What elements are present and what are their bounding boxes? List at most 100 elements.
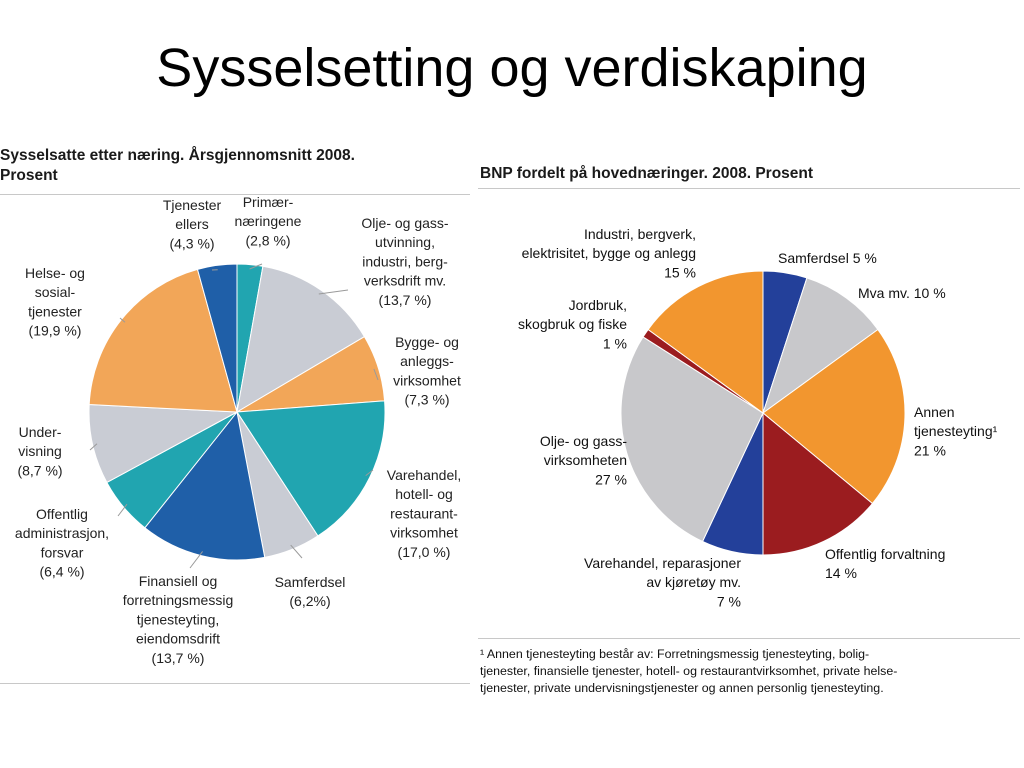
employment-chart-title-line-1: Sysselsatte etter næring. Årsgjennomsnit… <box>0 147 355 164</box>
pie-slices <box>620 270 906 556</box>
slice-label-line: tjenesteyting¹ <box>914 423 998 439</box>
pie-slice-olje-og-gassutvinning-industri-bergverksdrift-mv <box>236 265 366 413</box>
slice-label-line: (8,7 %) <box>17 462 62 478</box>
slice-label-line: av kjøretøy mv. <box>646 574 741 590</box>
slice-label-line: tjenester <box>28 303 82 319</box>
slice-label-line: tjenesteyting, <box>137 611 220 627</box>
pie-slice-mva-mv <box>762 277 879 415</box>
pie-slice-olje-og-gassvirksomheten <box>620 336 764 543</box>
slice-label-offentlig-administrasjon-forsvar: Offentlig administrasjon, forsvar (6,4 %) <box>15 506 109 580</box>
slice-label-line: virksomhet <box>393 372 461 388</box>
pie-slice-offentlig-forvaltning <box>762 411 874 556</box>
slice-label-line: Finansiell og <box>139 573 218 589</box>
leader-line-helse-og-sosialtjenester <box>119 317 126 323</box>
slice-label-line: 7 % <box>717 593 741 609</box>
gdp-chart-panel: BNP fordelt på hovednæringer. 2008. Pros… <box>476 152 1024 704</box>
slice-label-line: forretningsmessig <box>123 592 234 608</box>
slice-label-finansiell-og-forretningsmessig-tjenesteyting-eiendomsdrift: Finansiell og forretningsmessig tjenesteyt… <box>123 573 234 666</box>
pie-slice-annen-tjenesteyting <box>762 328 906 505</box>
slice-label-line: Varehandel, <box>387 467 461 483</box>
slice-label-line: Under- <box>19 424 62 440</box>
slice-label-undervisning: Under-visning (8,7 %) <box>17 424 62 478</box>
slice-label-line: næringene <box>235 213 302 229</box>
footnote-line-2: tjenester, finansielle tjenester, hotell… <box>480 664 898 678</box>
slice-label-olje-og-gassvirksomheten: Olje- og gass-virksomheten 27 % <box>540 433 627 487</box>
slice-label-bygge-og-anleggsvirksomhet: Bygge- og anleggs-virksomhet (7,3 %) <box>393 334 461 408</box>
leader-line-undervisning <box>89 443 98 451</box>
slice-label-line: 15 % <box>664 264 696 280</box>
slice-label-line: elektrisitet, bygge og anlegg <box>522 245 696 261</box>
slice-label-line: Varehandel, reparasjoner <box>584 555 741 571</box>
employment-chart-title: Sysselsatte etter næring. Årsgjennomsnit… <box>0 146 470 186</box>
slice-label-line: ellers <box>175 216 208 232</box>
slice-label-line: Jordbruk, <box>569 297 627 313</box>
pie-slice-industri-bergverk-elektrisitet-bygge-og-anlegg <box>647 270 764 414</box>
slice-label-line: Olje- og gass- <box>361 215 448 231</box>
slice-label-line: virksomheten <box>544 452 627 468</box>
slice-label-line: (4,3 %) <box>169 235 214 251</box>
slice-label-line: Olje- og gass- <box>540 433 627 449</box>
leader-line-offentlig-administrasjon-forsvar <box>117 503 128 517</box>
slice-label-line: Annen <box>914 404 954 420</box>
slice-label-line: Samferdsel 5 % <box>778 250 877 266</box>
slice-label-line: (13,7 %) <box>152 650 205 666</box>
leader-line-olje-og-gassutvinning-industri-bergverksdrift-mv <box>318 289 349 295</box>
gdp-chart-title: BNP fordelt på hovednæringer. 2008. Pros… <box>480 165 814 182</box>
slice-label-varehandel-reparasjoner-av-kj-ret-y-mv: Varehandel, reparasjoner av kjøretøy mv. 7… <box>584 555 741 609</box>
slice-label-mva-mv: Mva mv. 10 % <box>858 285 946 301</box>
footnote-rule <box>478 638 1020 639</box>
slice-label-line: (2,8 %) <box>245 232 290 248</box>
slice-label-line: (13,7 %) <box>379 292 432 308</box>
employment-chart-title-line-2: Prosent <box>0 167 58 184</box>
slice-label-line: virksomhet <box>390 525 458 541</box>
leader-line-finansiell-og-forretningsmessig-tjenesteyting-eiendomsdrift <box>189 551 203 569</box>
slice-label-samferdsel: Samferdsel (6,2%) <box>275 574 346 609</box>
slice-label-jordbruk-skogbruk-og-fiske: Jordbruk, skogbruk og fiske 1 % <box>518 297 627 351</box>
pie-slice-tjenester-ellers <box>196 263 238 413</box>
slice-label-offentlig-forvaltning: Offentlig forvaltning 14 % <box>825 546 945 581</box>
slice-label-line: Offentlig forvaltning <box>825 546 945 562</box>
slice-label-line: skogbruk og fiske <box>518 316 627 332</box>
slice-label-line: Tjenester <box>163 197 222 213</box>
footnote: ¹ Annen tjenesteyting består av: Forretn… <box>480 646 1020 697</box>
leader-line-bygge-og-anleggsvirksomhet <box>373 368 379 381</box>
slice-label-line: Offentlig <box>36 506 88 522</box>
slice-label-line: 14 % <box>825 565 857 581</box>
slice-label-line: (7,3 %) <box>404 392 449 408</box>
leader-line-varehandel-hotell-og-restaurantvirksomhet <box>365 469 374 476</box>
slice-label-line: Mva mv. 10 % <box>858 285 946 301</box>
slice-label-line: Industri, bergverk, <box>584 226 696 242</box>
title-rule <box>0 194 470 195</box>
slice-label-line: forsvar <box>41 544 84 560</box>
employment-chart-panel: Sysselsatte etter næring. Årsgjennomsnit… <box>0 140 474 685</box>
slice-label-line: Bygge- og <box>395 334 459 350</box>
leader-line-prim-rn-ringene <box>249 263 263 270</box>
slice-label-samferdsel: Samferdsel 5 % <box>778 250 877 266</box>
slice-label-line: (19,9 %) <box>29 323 82 339</box>
slice-label-line: sosial- <box>35 284 76 300</box>
slice-label-line: hotell- og <box>395 486 453 502</box>
slice-label-annen-tjenesteyting: Annen tjenesteyting¹ 21 % <box>914 404 998 458</box>
footnote-line-1: ¹ Annen tjenesteyting består av: Forretn… <box>480 647 870 661</box>
slice-label-olje-og-gassutvinning-industri-bergverksdrift-mv: Olje- og gass-utvinning, industri, berg-v… <box>361 215 448 308</box>
slice-label-tjenester-ellers: Tjenester ellers (4,3 %) <box>163 197 222 251</box>
slice-label-line: (17,0 %) <box>398 544 451 560</box>
pie-slice-finansiell-og-forretningsmessig-tjenesteyting-eiendomsdrift <box>144 410 266 561</box>
slice-label-line: Samferdsel <box>275 574 346 590</box>
leader-line-samferdsel <box>290 544 303 559</box>
slice-label-line: administrasjon, <box>15 525 109 541</box>
slice-label-helse-og-sosialtjenester: Helse- og sosial-tjenester (19,9 %) <box>25 265 85 339</box>
slice-label-line: Primær- <box>243 194 294 210</box>
slice-label-line: 1 % <box>603 335 627 351</box>
employment-pie-chart: Primær-næringene (2,8 %) Olje- og gass-utv… <box>15 194 461 666</box>
slice-label-line: (6,2%) <box>289 593 330 609</box>
slice-label-prim-rn-ringene: Primær-næringene (2,8 %) <box>235 194 302 248</box>
slice-label-varehandel-hotell-og-restaurantvirksomhet: Varehandel, hotell- og restaurant-virksomh… <box>387 467 461 560</box>
bottom-rule <box>0 683 470 684</box>
footnote-line-3: tjenester, private undervisningstjeneste… <box>480 681 884 695</box>
pie-slices <box>88 263 386 561</box>
slice-label-line: restaurant- <box>390 505 458 521</box>
pie-labels: Primær-næringene (2,8 %) Olje- og gass-utv… <box>15 194 461 666</box>
slice-label-industri-bergverk-elektrisitet-bygge-og-anlegg: Industri, bergverk, elektrisitet, bygge o… <box>522 226 696 280</box>
slice-label-line: (6,4 %) <box>39 564 84 580</box>
